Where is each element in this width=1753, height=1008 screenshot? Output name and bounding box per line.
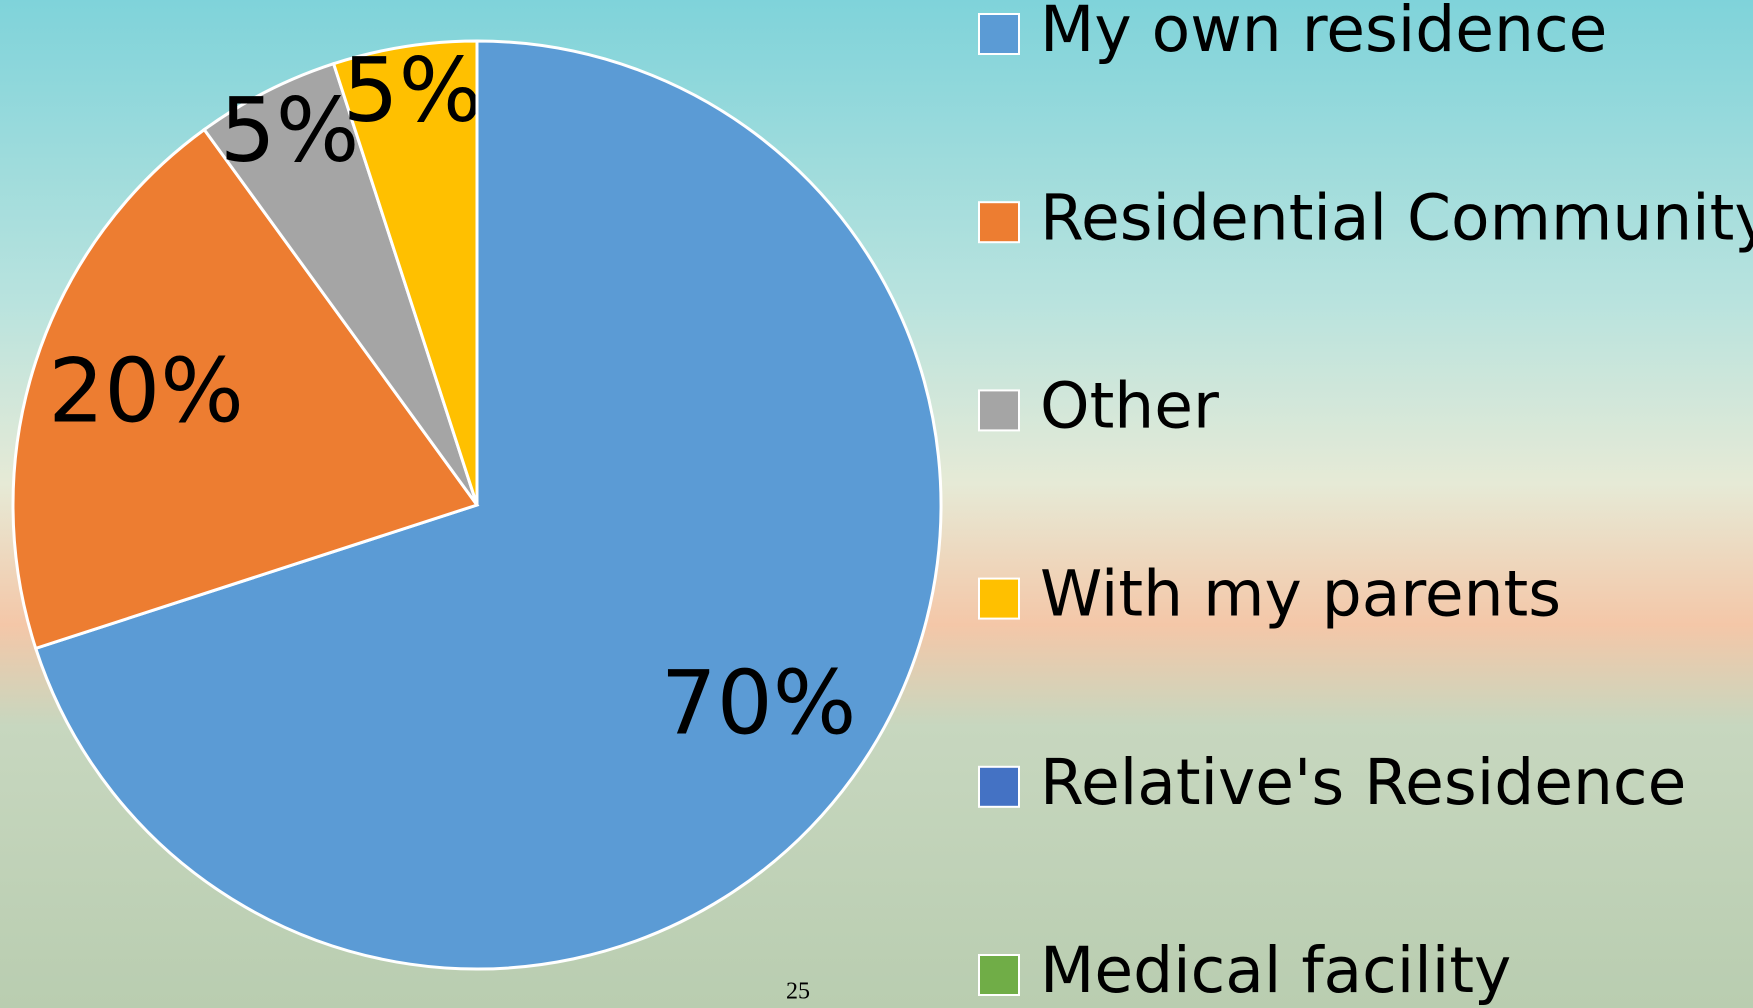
page: 25 70% 20% 5%5% My own residence Residential…: [0, 0, 1753, 1008]
data-label: 70%: [661, 651, 857, 754]
legend-swatch: [979, 202, 1019, 242]
legend-swatch: [979, 955, 1019, 995]
legend-label: Medical facility: [1040, 934, 1511, 1007]
legend-label: Residential Community: [1040, 181, 1753, 254]
legend-label: With my parents: [1040, 558, 1561, 631]
legend-label: Relative's Residence: [1040, 746, 1686, 819]
legend-swatch: [979, 390, 1019, 430]
legend-swatch: [979, 767, 1019, 807]
legend-swatch: [979, 14, 1019, 54]
data-label: 5%: [220, 79, 360, 182]
legend-label: My own residence: [1040, 0, 1607, 66]
data-label: 5%: [343, 39, 483, 142]
page-number: 25: [786, 979, 810, 1005]
legend-label: Other: [1040, 369, 1219, 442]
legend-swatch: [979, 579, 1019, 619]
chart: 25 70% 20% 5%5% My own residence Residential…: [0, 0, 1753, 1008]
data-label: 20%: [48, 339, 244, 442]
